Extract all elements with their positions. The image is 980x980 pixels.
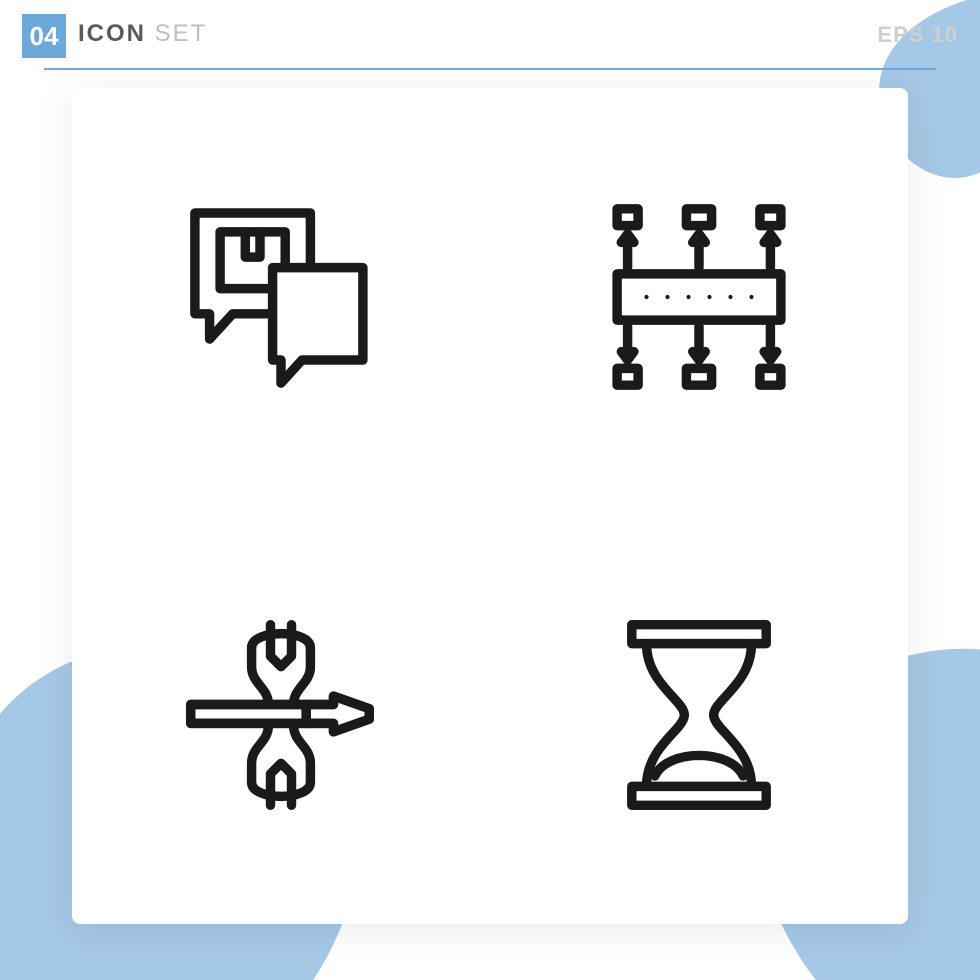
header-bar: 04 ICON SET EPS 10 bbox=[22, 14, 958, 64]
header-rule bbox=[44, 68, 936, 70]
tools-wrench-screwdriver-icon bbox=[161, 595, 401, 835]
chat-package-icon bbox=[161, 177, 401, 417]
hourglass-icon bbox=[579, 595, 819, 835]
count-badge: 04 bbox=[22, 14, 66, 58]
workflow-expand-icon bbox=[579, 177, 819, 417]
format-label: EPS 10 bbox=[877, 22, 958, 48]
title-bold: ICON bbox=[78, 20, 146, 47]
title-light: SET bbox=[155, 20, 208, 47]
page-title: ICON SET bbox=[78, 20, 207, 48]
count-badge-number: 04 bbox=[30, 21, 59, 52]
icon-card bbox=[72, 88, 908, 924]
icon-grid bbox=[72, 88, 908, 924]
